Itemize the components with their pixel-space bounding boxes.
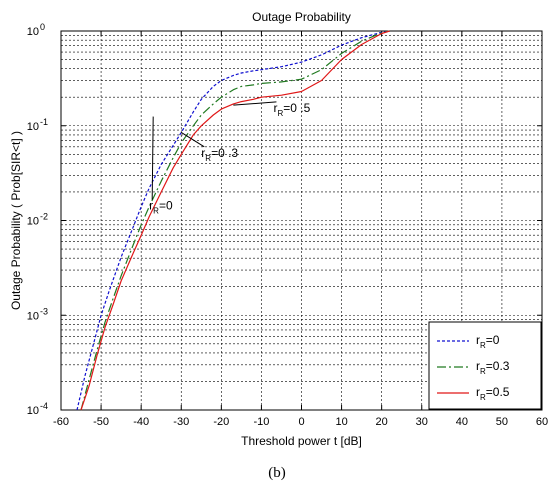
annotation-leader-line [180, 132, 205, 148]
x-tick-label: 30 [416, 416, 428, 428]
outage-probability-chart: Outage Probability -60 -50 -40 -30 -20 -10 0 10… [9, 10, 548, 448]
y-tick-exponent: -1 [40, 117, 48, 127]
chart-title: Outage Probability [252, 10, 351, 24]
y-tick-exponent: -3 [40, 306, 48, 316]
x-tick-label: -30 [173, 416, 189, 428]
y-tick-base: 10 [27, 405, 39, 417]
annotation-rest: =0 .3 [211, 146, 238, 160]
y-axis-label: Outage Probability ( Prob[SIR<t] ) [9, 131, 23, 310]
x-tick-label: 10 [335, 416, 347, 428]
annotation-main: r [201, 146, 205, 160]
x-tick-label: -20 [213, 416, 229, 428]
series-lines [76, 30, 390, 411]
annotation-label: rR=0 [149, 199, 173, 216]
x-tick-label: 0 [298, 416, 304, 428]
annotation-subscript: R [277, 109, 283, 118]
y-tick-base: 10 [27, 310, 39, 322]
legend-label-1: rR=0.3 [476, 359, 510, 376]
annotation-main: r [149, 199, 153, 213]
annotation-label: rR=0 .5 [273, 101, 310, 118]
y-tick-base: 10 [27, 26, 39, 38]
annotation-rest: =0 .5 [283, 101, 310, 115]
x-axis-ticks: -60 -50 -40 -30 -20 -10 0 10 20 30 40 50 60 [53, 31, 548, 428]
curve-annotations: rR=0 .5rR=0 .3rR=0 [149, 101, 310, 216]
annotation-subscript: R [205, 154, 211, 163]
y-tick-label: 10 [27, 405, 39, 417]
legend-box [428, 321, 542, 410]
annotation-main: r [273, 101, 277, 115]
figure-caption: (b) [268, 465, 286, 481]
y-tick-label: 10 [27, 121, 39, 133]
series-line-1 [80, 30, 390, 411]
x-tick-label: -10 [253, 416, 269, 428]
legend: rR=0 rR=0.3 rR=0.5 [428, 321, 542, 410]
y-tick-exponent: -2 [40, 212, 48, 222]
y-tick-label: 10 [27, 310, 39, 322]
y-tick-label: 10 [27, 216, 39, 228]
annotation-leader-line [151, 116, 154, 200]
x-tick-label: 20 [376, 416, 388, 428]
y-tick-base: 10 [27, 121, 39, 133]
x-tick-label: -50 [93, 416, 109, 428]
annotation-leader-line [233, 101, 277, 106]
annotation-subscript: R [153, 207, 159, 216]
y-tick-exponent: -4 [40, 401, 48, 411]
x-tick-label: 60 [536, 416, 548, 428]
legend-label-0: rR=0 [476, 333, 500, 350]
annotation-label: rR=0 .3 [201, 146, 238, 163]
x-tick-label: -40 [133, 416, 149, 428]
x-tick-label: 50 [496, 416, 508, 428]
x-tick-label: -60 [53, 416, 69, 428]
x-axis-label: Threshold power t [dB] [241, 434, 362, 448]
series-line-0 [76, 30, 390, 411]
y-tick-base: 10 [27, 216, 39, 228]
annotation-rest: =0 [159, 199, 173, 213]
y-tick-label: 10 [27, 26, 39, 38]
x-tick-label: 40 [456, 416, 468, 428]
series-line-2 [80, 30, 390, 411]
y-tick-exponent: 0 [40, 22, 45, 32]
legend-label-2: rR=0.5 [476, 385, 510, 402]
